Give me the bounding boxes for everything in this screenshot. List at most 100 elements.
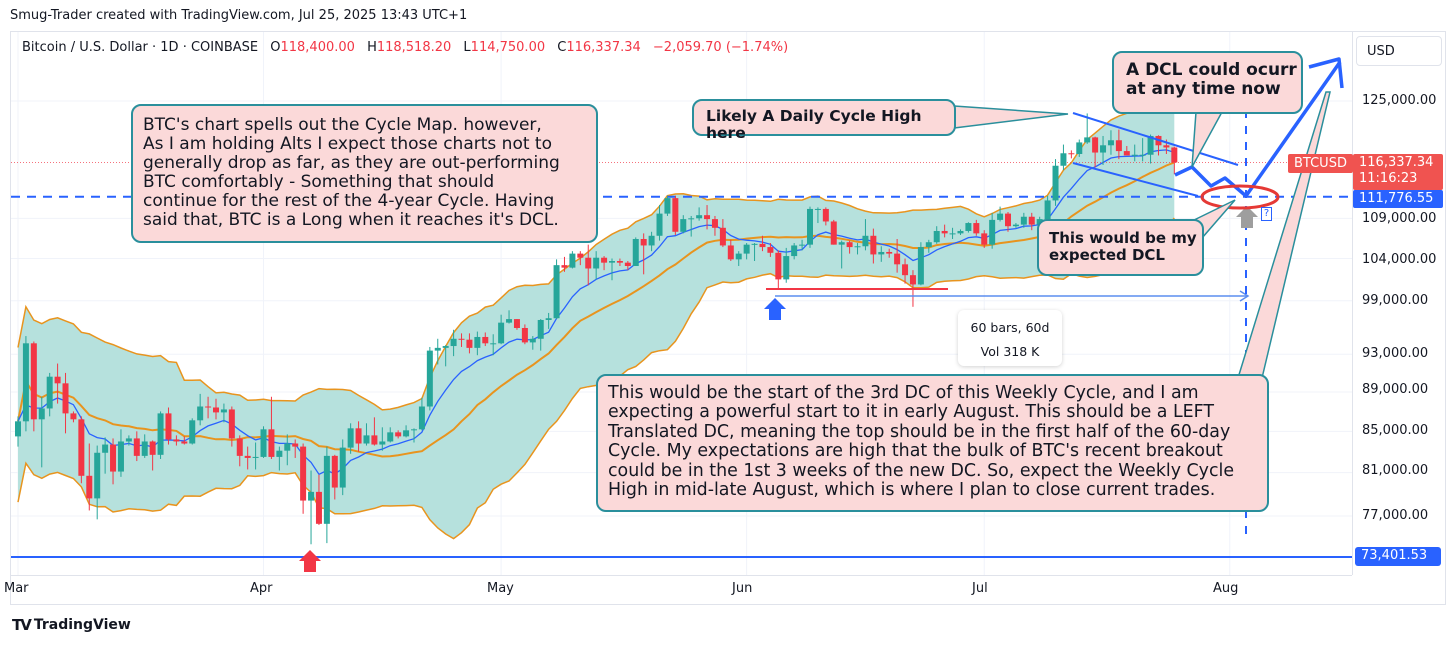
question-mark-icon[interactable]: ? xyxy=(1261,207,1272,221)
symbol-legend: Bitcoin / U.S. Dollar · 1D · COINBASE O1… xyxy=(22,40,788,55)
support-price-tag: 73,401.53 xyxy=(1355,547,1441,566)
candle-body xyxy=(585,257,592,269)
price-tick: 93,000.00 xyxy=(1362,346,1429,361)
candle-body xyxy=(624,262,631,266)
high-label: H xyxy=(367,40,377,55)
candle-body xyxy=(1171,147,1178,163)
symbol-title[interactable]: Bitcoin / U.S. Dollar · 1D · COINBASE xyxy=(22,40,259,55)
candle-body xyxy=(110,444,117,472)
candle-body xyxy=(141,441,148,456)
candle-body xyxy=(704,215,711,220)
candle-body xyxy=(125,438,132,442)
candle-body xyxy=(688,218,695,220)
callout-line: expecting a powerful start to it in earl… xyxy=(608,402,1214,423)
price-tick: 99,000.00 xyxy=(1362,293,1429,308)
candle-body xyxy=(1107,140,1114,146)
candle-body xyxy=(205,406,212,408)
candle-body xyxy=(117,441,124,472)
channel-top-line xyxy=(1072,112,1239,166)
date-range-arrow-icon xyxy=(1239,290,1250,302)
price-tick: 109,000.00 xyxy=(1362,211,1437,226)
candle-body xyxy=(981,233,988,245)
candle-body xyxy=(799,244,806,246)
price-axis[interactable] xyxy=(1352,31,1446,575)
candle-body xyxy=(862,235,869,247)
callout-line: High in mid-late August, which is where … xyxy=(608,480,1216,501)
candle-body xyxy=(537,319,544,339)
candle-body xyxy=(434,347,441,351)
candle-body xyxy=(466,339,473,348)
callout-line: said that, BTC is a Long when it reaches… xyxy=(143,210,559,231)
candle-body xyxy=(1076,142,1083,154)
candle-body xyxy=(1123,151,1130,156)
callout-cycle-map[interactable]: BTC's chart spells out the Cycle Map. ho… xyxy=(131,104,598,243)
chart-frame xyxy=(10,31,1446,605)
candle-body xyxy=(284,443,291,451)
time-axis[interactable] xyxy=(10,575,1352,605)
candle-body xyxy=(807,208,813,245)
tradingview-logo[interactable]: TV TradingView xyxy=(12,616,131,634)
price-tick: 125,000.00 xyxy=(1362,93,1437,108)
price-tick: 81,000.00 xyxy=(1362,463,1429,478)
candle-body xyxy=(1012,224,1019,227)
candle-body xyxy=(490,343,497,345)
candle-body xyxy=(165,413,172,440)
candle-body xyxy=(379,441,386,445)
candle-body xyxy=(474,336,481,348)
current-price-tag: 116,337.34 11:16:23 xyxy=(1353,154,1443,190)
candle-body xyxy=(339,447,346,488)
candle-body xyxy=(133,438,140,456)
candle-body xyxy=(403,430,410,437)
indicator-band-fill xyxy=(18,107,1175,539)
candle-body xyxy=(15,421,21,437)
candle-body xyxy=(973,223,980,234)
candle-body xyxy=(1147,135,1154,155)
candle-body xyxy=(917,247,924,285)
candle-body xyxy=(696,215,703,219)
callout-line: could be in the 1st 3 weeks of the new D… xyxy=(608,460,1235,481)
june-low-arrow-icon xyxy=(764,298,786,320)
candle-body xyxy=(418,406,425,430)
candle-body xyxy=(965,223,972,231)
candle-body xyxy=(640,238,647,246)
candle-body xyxy=(609,261,615,263)
low-label: L xyxy=(463,40,471,55)
candle-body xyxy=(157,413,164,455)
candle-body xyxy=(363,435,370,444)
expected-dcl-arrow-icon xyxy=(1236,206,1258,228)
month-label: Mar xyxy=(4,581,29,596)
candle-body xyxy=(909,275,916,285)
candle-body xyxy=(941,230,948,234)
open-label: O xyxy=(270,40,281,55)
candle-body xyxy=(236,438,243,456)
month-label: Jul xyxy=(972,581,988,596)
price-tick: 104,000.00 xyxy=(1362,252,1437,267)
close-value: 116,337.34 xyxy=(566,40,641,55)
symbol-tag: BTCUSD xyxy=(1288,154,1353,173)
open-value: 118,400.00 xyxy=(280,40,355,55)
price-tick: 89,000.00 xyxy=(1362,382,1429,397)
candle-body xyxy=(276,450,283,457)
callout-daily-high[interactable]: Likely A Daily Cycle High here xyxy=(692,99,956,142)
candle-body xyxy=(244,455,251,458)
callout-pointer-third-dc xyxy=(1236,91,1331,379)
upper-band-line xyxy=(17,106,1175,411)
callout-dcl-anytime[interactable]: A DCL could ocurr at any time now xyxy=(1112,51,1303,114)
candle-body xyxy=(997,213,1004,220)
candle-body xyxy=(260,429,267,457)
bar-countdown: 11:16:23 xyxy=(1359,171,1418,186)
candle-body xyxy=(149,441,156,455)
candle-body xyxy=(751,243,758,245)
callout-third-dc[interactable]: This would be the start of the 3rd DC of… xyxy=(596,374,1269,512)
dcl-target-ellipse xyxy=(1200,184,1280,210)
candle-body xyxy=(616,261,623,263)
candle-body xyxy=(220,409,227,413)
tradingview-logo-icon: TV xyxy=(12,616,32,634)
currency-button[interactable]: USD xyxy=(1356,36,1442,66)
april-low-arrow-icon xyxy=(299,550,321,572)
callout-expected-dcl[interactable]: This would be my expected DCL xyxy=(1037,219,1204,276)
candle-body xyxy=(989,219,996,245)
candle-body xyxy=(300,446,307,501)
candle-body xyxy=(1060,153,1067,166)
